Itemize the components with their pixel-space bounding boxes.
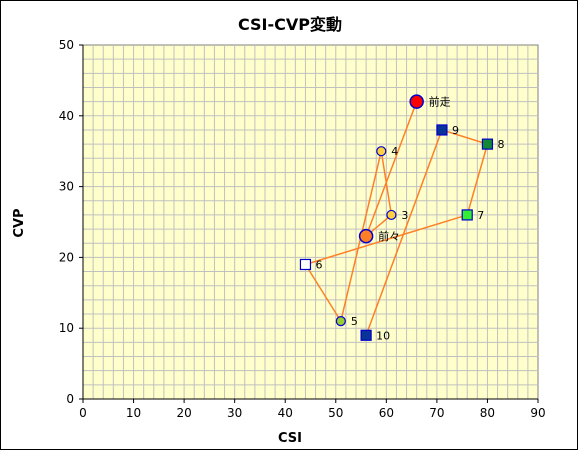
data-point bbox=[409, 94, 424, 109]
data-point-label: 10 bbox=[376, 329, 390, 342]
data-point bbox=[481, 138, 494, 150]
chart-title: CSI-CVP変動 bbox=[238, 15, 342, 34]
x-tick-label: 60 bbox=[379, 406, 394, 420]
data-point-label: 7 bbox=[477, 209, 484, 222]
data-point bbox=[299, 258, 312, 271]
axes: 0 10 20 30 40 50 60 70 80 90 0 10 20 30 40 50 bbox=[59, 38, 546, 420]
y-axis-title: CVP bbox=[12, 208, 27, 237]
data-point-label: 前々 bbox=[378, 229, 400, 243]
x-tick-label: 30 bbox=[227, 406, 242, 420]
y-tick-label: 0 bbox=[66, 392, 74, 406]
plot-area bbox=[82, 44, 539, 400]
data-point-label: 9 bbox=[452, 124, 459, 137]
data-point-label: 4 bbox=[391, 145, 398, 158]
x-tick-label: 90 bbox=[530, 406, 545, 420]
y-tick-label: 40 bbox=[59, 109, 74, 123]
x-tick-label: 80 bbox=[480, 406, 495, 420]
y-tick-label: 50 bbox=[59, 38, 74, 52]
y-tick-label: 30 bbox=[59, 180, 74, 194]
data-point bbox=[386, 209, 397, 221]
data-point bbox=[335, 316, 346, 327]
data-point bbox=[376, 146, 387, 157]
x-axis-title: CSI bbox=[278, 431, 302, 446]
x-tick-label: 50 bbox=[328, 406, 343, 420]
data-point-label: 6 bbox=[315, 258, 322, 271]
series-path bbox=[304, 101, 489, 336]
grid bbox=[83, 45, 538, 399]
data-point-label: 3 bbox=[401, 209, 408, 222]
series-line bbox=[304, 101, 489, 336]
y-tick-label: 10 bbox=[59, 321, 74, 335]
data-point bbox=[461, 209, 473, 221]
x-tick-label: 0 bbox=[79, 406, 87, 420]
x-tick-label: 20 bbox=[176, 406, 191, 420]
data-point-label: 5 bbox=[351, 315, 358, 328]
data-point bbox=[358, 228, 374, 244]
y-tick-label: 20 bbox=[59, 250, 74, 264]
data-point bbox=[436, 124, 448, 136]
data-point-label: 8 bbox=[497, 138, 504, 151]
data-point bbox=[360, 329, 372, 341]
x-tick-label: 10 bbox=[126, 406, 141, 420]
data-point-label: 前走 bbox=[429, 95, 451, 109]
x-tick-label: 70 bbox=[429, 406, 444, 420]
x-tick-label: 40 bbox=[278, 406, 293, 420]
